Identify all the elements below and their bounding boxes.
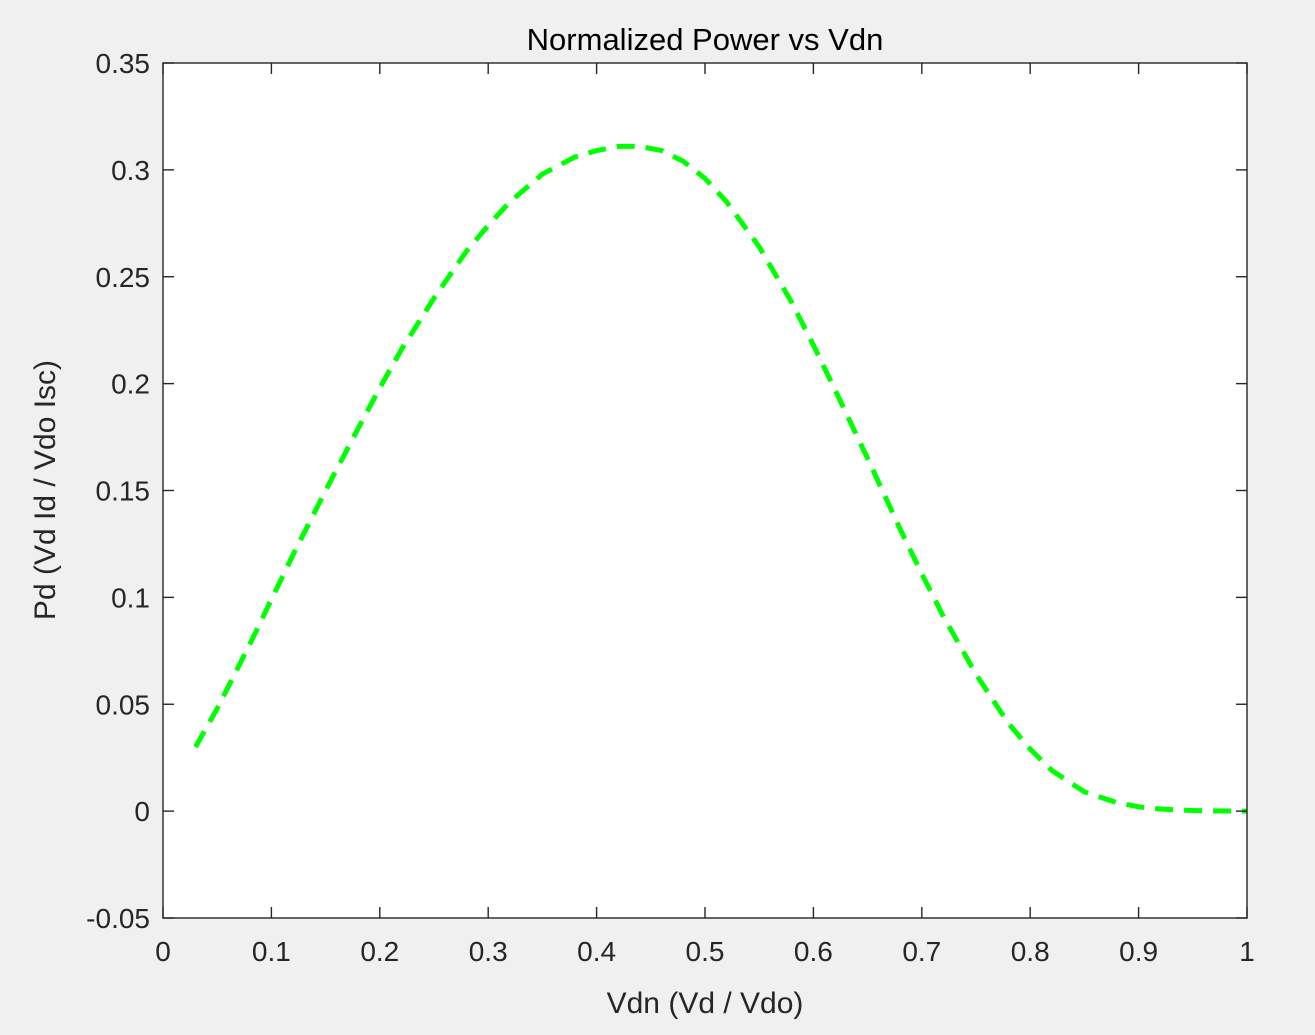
y-tick-label: 0.2 [111, 369, 150, 400]
x-tick-label: 0.7 [902, 936, 941, 967]
x-tick-label: 0 [155, 936, 171, 967]
x-tick-label: 0.6 [794, 936, 833, 967]
series-layer [193, 143, 1248, 814]
x-tick-label: 0.9 [1119, 936, 1158, 967]
y-tick-label: 0.1 [111, 582, 150, 613]
chart-title: Normalized Power vs Vdn [527, 22, 884, 57]
y-axis-label: Pd (Vd Id / Vdo Isc) [29, 360, 62, 620]
y-tick-label: 0 [134, 796, 150, 827]
x-tick-label: 1 [1239, 936, 1255, 967]
y-tick-label: 0.15 [96, 476, 151, 507]
x-tick-label: 0.5 [686, 936, 725, 967]
y-tick-label: 0.05 [96, 689, 151, 720]
x-tick-label: 0.4 [577, 936, 616, 967]
x-tick-label: 0.1 [252, 936, 291, 967]
y-tick-label: 0.3 [111, 155, 150, 186]
plot-area [163, 63, 1247, 918]
x-axis-label: Vdn (Vd / Vdo) [607, 987, 804, 1020]
y-tick-label: 0.25 [96, 262, 151, 293]
x-tick-label: 0.3 [469, 936, 508, 967]
y-tick-label: 0.35 [96, 48, 151, 79]
x-tick-label: 0.2 [360, 936, 399, 967]
y-tick-label: -0.05 [86, 903, 150, 934]
series-line-0 [193, 143, 1248, 814]
axes-box [162, 62, 1248, 919]
x-tick-label: 0.8 [1011, 936, 1050, 967]
tick-label-layer: 0 0.1 0.2 0.3 0.4 0.5 0.6 0.7 0.8 0.9 1-0.0500.050… [86, 48, 1255, 967]
